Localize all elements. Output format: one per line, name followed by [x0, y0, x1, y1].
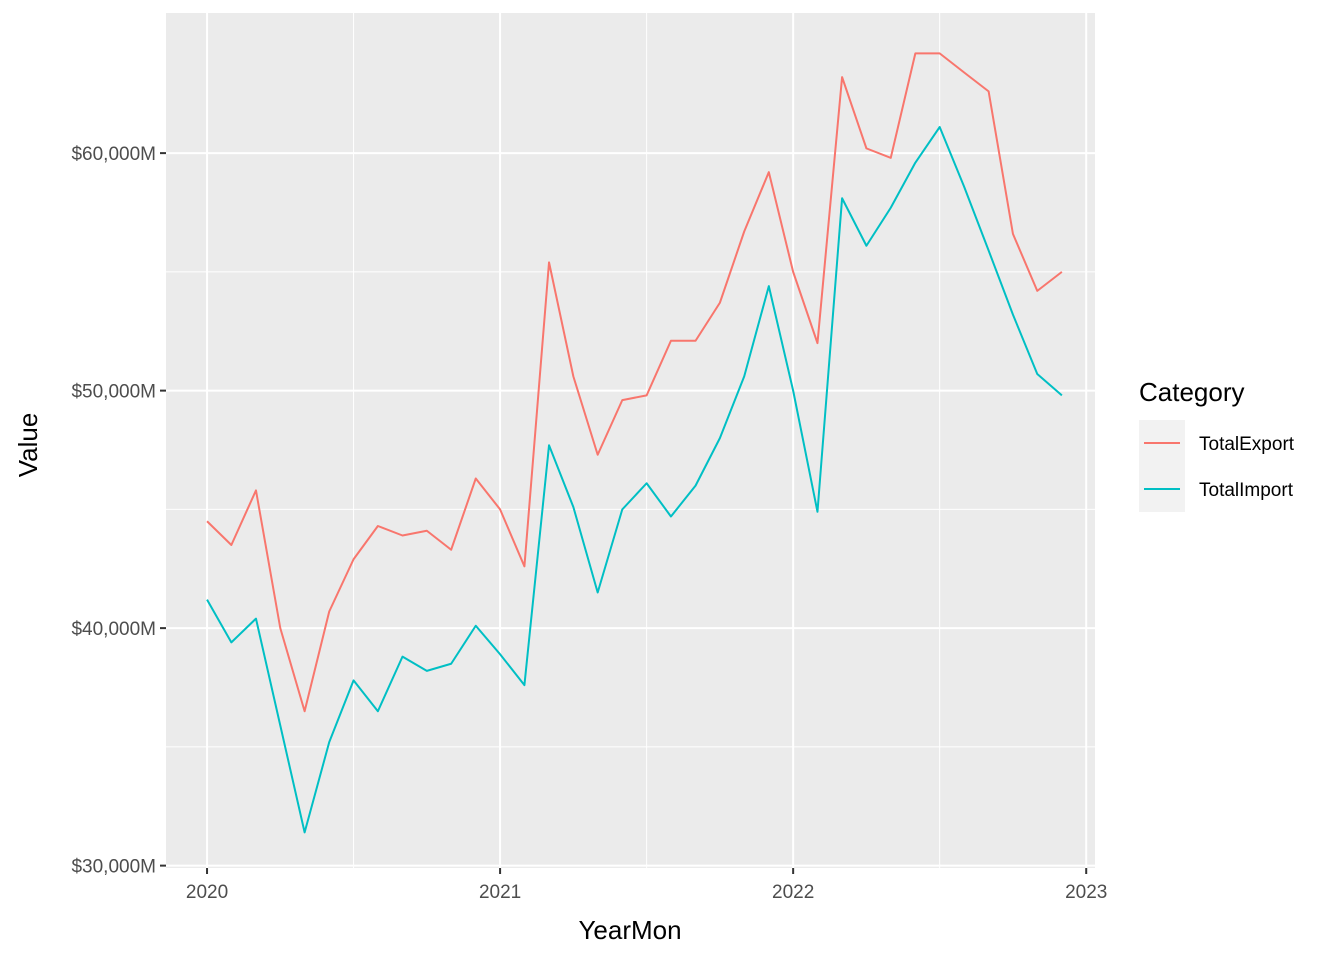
y-tick-label: $60,000M: [71, 144, 156, 165]
plot-panel: [166, 13, 1095, 868]
legend-label: TotalImport: [1199, 480, 1294, 501]
y-tick-label: $30,000M: [71, 857, 156, 878]
x-tick-label: 2020: [186, 882, 228, 903]
x-tick-label: 2021: [479, 882, 521, 903]
y-tick-label: $40,000M: [71, 619, 156, 640]
x-tick-label: 2023: [1065, 882, 1107, 903]
series-line-totalexport: [206, 52, 1063, 713]
x-tick-label: 2022: [772, 882, 814, 903]
legend-title: Category: [1139, 377, 1245, 407]
series-lines: [206, 52, 1063, 834]
x-axis-label: YearMon: [578, 915, 681, 945]
legend-label: TotalExport: [1199, 434, 1295, 455]
axes: $30,000M $40,000M $50,000M $60,000M 2020 2021…: [71, 144, 1107, 903]
legend: Category TotalExport TotalImport: [1139, 377, 1295, 512]
grid-lines: [166, 13, 1095, 868]
series-line-totalimport: [206, 126, 1063, 834]
y-axis-label: Value: [13, 413, 43, 478]
y-tick-label: $50,000M: [71, 382, 156, 403]
